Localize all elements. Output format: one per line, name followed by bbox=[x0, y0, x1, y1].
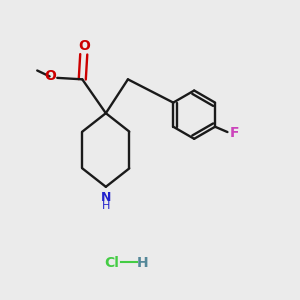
Text: F: F bbox=[230, 126, 239, 140]
Text: H: H bbox=[102, 201, 110, 211]
Text: Cl: Cl bbox=[104, 256, 119, 270]
Text: O: O bbox=[78, 39, 90, 53]
Text: H: H bbox=[137, 256, 148, 270]
Text: O: O bbox=[44, 69, 56, 83]
Text: N: N bbox=[100, 191, 111, 205]
